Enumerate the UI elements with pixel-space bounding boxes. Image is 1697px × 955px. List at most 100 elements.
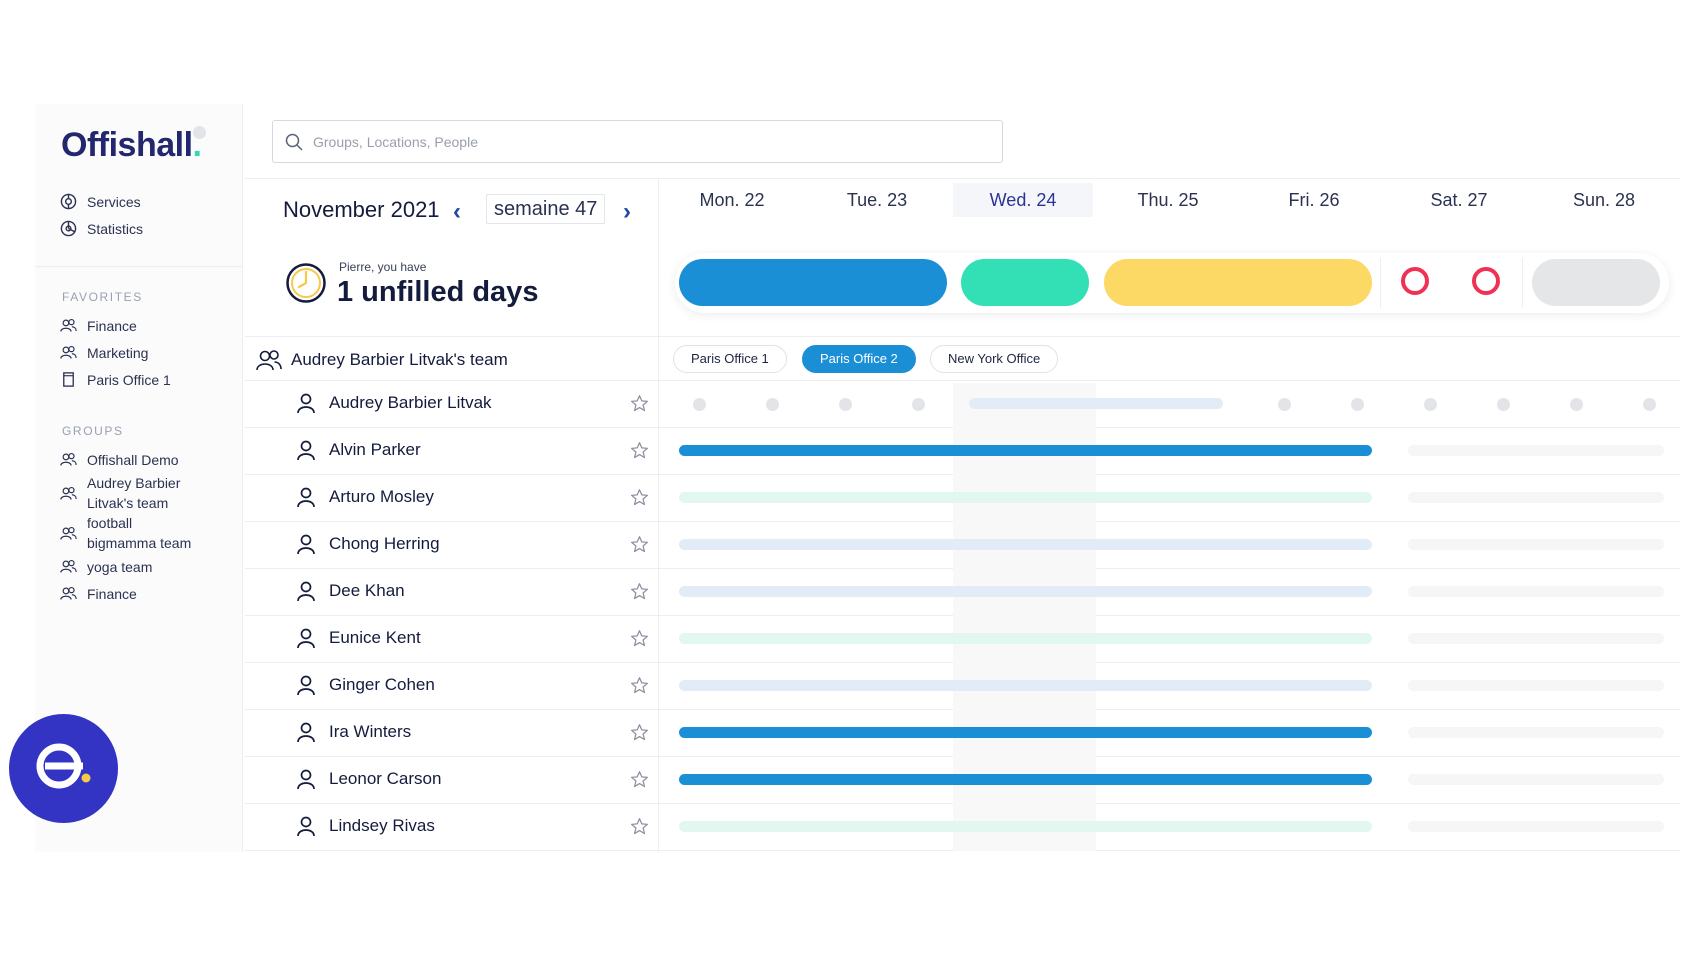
offishall-logo-icon [36,743,91,789]
presence-bar[interactable] [679,774,1372,785]
person-row[interactable]: Lindsey Rivas [295,815,435,837]
person-row[interactable]: Dee Khan [295,580,405,602]
search-bar[interactable] [272,120,1003,163]
star-icon[interactable] [630,723,649,742]
unfilled-message: 1 unfilled days [337,276,539,308]
sidebar-item-finance[interactable]: Finance [60,312,171,339]
sidebar-item-label: Statistics [87,220,144,237]
presence-bar[interactable] [679,586,1372,597]
search-input[interactable] [313,133,933,150]
office-chip-new-york[interactable]: New York Office [930,345,1059,373]
status-dot[interactable] [766,398,779,411]
groups-list: Offishall Demo Audrey Barbier Litvak's t… [60,446,197,607]
favorites-title: FAVORITES [62,290,143,304]
presence-bar[interactable] [679,821,1372,832]
status-dot[interactable] [912,398,925,411]
month-label: November 2021 [283,197,440,222]
star-icon[interactable] [630,488,649,507]
status-dot[interactable] [1351,398,1364,411]
person-row[interactable]: Ginger Cohen [295,674,435,696]
status-dot[interactable] [1424,398,1437,411]
presence-bar[interactable] [679,539,1372,550]
person-row[interactable]: Alvin Parker [295,439,421,461]
sidebar-item-marketing[interactable]: Marketing [60,339,171,366]
status-dot[interactable] [1570,398,1583,411]
sidebar-item-yoga-team[interactable]: yoga team [60,553,197,580]
presence-bar[interactable] [969,398,1223,409]
day-header-fri[interactable]: Fri. 26 [1288,190,1340,210]
person-name: Dee Khan [329,581,405,600]
day-header-sat[interactable]: Sat. 27 [1430,190,1488,210]
sidebar-item-offishall-demo[interactable]: Offishall Demo [60,446,197,473]
status-dot[interactable] [1278,398,1291,411]
group-icon [256,350,282,371]
sidebar-item-services[interactable]: Services [60,188,143,215]
star-icon[interactable] [630,770,649,789]
star-icon[interactable] [630,676,649,695]
summary-pill-mon-tue[interactable] [679,259,947,306]
person-row[interactable]: Arturo Mosley [295,486,434,508]
star-icon[interactable] [630,535,649,554]
star-icon[interactable] [630,817,649,836]
sidebar-item-football-team[interactable]: football bigmamma team [60,513,197,553]
sidebar-item-label: yoga team [87,558,153,575]
unfilled-day-ring-sat[interactable] [1401,267,1429,295]
weekend-bar [1408,633,1664,644]
day-header-wed[interactable]: Wed. 24 [953,183,1093,217]
offishall-logo[interactable]: Offishall. [61,126,206,165]
day-header-thu[interactable]: Thu. 25 [1137,190,1199,210]
status-dot[interactable] [839,398,852,411]
chevron-right-icon[interactable]: › [623,198,631,225]
person-row[interactable]: Eunice Kent [295,627,421,649]
status-dot[interactable] [1643,398,1656,411]
sidebar-item-statistics[interactable]: Statistics [60,215,143,242]
day-header-tue[interactable]: Tue. 23 [846,190,908,210]
sidebar-item-label: Services [87,193,141,210]
sidebar-item-finance-group[interactable]: Finance [60,580,197,607]
day-header-mon[interactable]: Mon. 22 [699,190,765,210]
presence-bar[interactable] [679,445,1372,456]
star-icon[interactable] [630,629,649,648]
weekend-bar [1408,492,1664,503]
star-icon[interactable] [630,441,649,460]
presence-bar[interactable] [679,633,1372,644]
person-name: Alvin Parker [329,440,421,459]
star-icon[interactable] [630,582,649,601]
summary-pill-thu-fri[interactable] [1104,259,1372,306]
person-row[interactable]: Leonor Carson [295,768,441,790]
header-divider [245,178,1680,179]
person-row[interactable]: Ira Winters [295,721,411,743]
brand-dot: . [192,126,206,164]
star-icon[interactable] [630,394,649,413]
day-header-sun[interactable]: Sun. 28 [1572,190,1636,210]
offishall-fab-button[interactable] [9,714,118,823]
status-dot[interactable] [693,398,706,411]
presence-bar[interactable] [679,680,1372,691]
presence-bar[interactable] [679,492,1372,503]
weekend-bar [1408,586,1664,597]
favorites-list: Finance Marketing Paris Office 1 [60,312,171,393]
person-name: Ira Winters [329,722,412,741]
person-icon [297,675,315,696]
person-name: Audrey Barbier Litvak [329,393,492,412]
unfilled-day-ring-sun[interactable] [1472,267,1500,295]
sidebar-item-paris-office-1[interactable]: Paris Office 1 [60,366,171,393]
office-chip-paris-2[interactable]: Paris Office 2 [802,345,916,373]
team-header[interactable]: Audrey Barbier Litvak's team [255,348,508,372]
person-row[interactable]: Chong Herring [295,533,440,555]
summary-pill-weekend[interactable] [1532,259,1660,306]
office-chip-paris-1[interactable]: Paris Office 1 [673,345,787,373]
presence-bar[interactable] [679,727,1372,738]
week-selector[interactable]: semaine 47 [486,194,606,224]
sidebar-item-audrey-team[interactable]: Audrey Barbier Litvak's team [60,473,197,513]
weekend-bar [1408,680,1664,691]
groups-title: GROUPS [62,424,124,438]
person-icon [297,440,315,461]
chevron-left-icon[interactable]: ‹ [453,198,461,225]
group-icon [60,526,77,540]
group-icon [60,318,77,332]
group-icon [60,559,77,573]
person-row[interactable]: Audrey Barbier Litvak [295,392,492,414]
summary-pill-wed[interactable] [961,259,1089,306]
status-dot[interactable] [1497,398,1510,411]
